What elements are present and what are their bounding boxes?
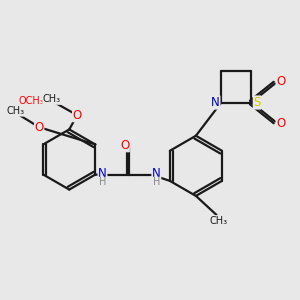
Text: CH₃: CH₃ — [209, 216, 227, 226]
Text: O: O — [276, 75, 285, 88]
Text: O: O — [73, 109, 82, 122]
Text: CH₃: CH₃ — [6, 106, 25, 116]
Text: H: H — [153, 177, 160, 187]
Text: CH₃: CH₃ — [43, 94, 61, 104]
Text: OCH₃: OCH₃ — [18, 96, 44, 106]
Text: N: N — [152, 167, 161, 180]
Text: H: H — [99, 177, 106, 187]
Text: N: N — [98, 167, 107, 180]
Text: O: O — [276, 117, 285, 130]
Text: O: O — [120, 139, 129, 152]
Text: O: O — [34, 121, 44, 134]
Text: N: N — [211, 96, 220, 109]
Text: S: S — [253, 96, 261, 109]
